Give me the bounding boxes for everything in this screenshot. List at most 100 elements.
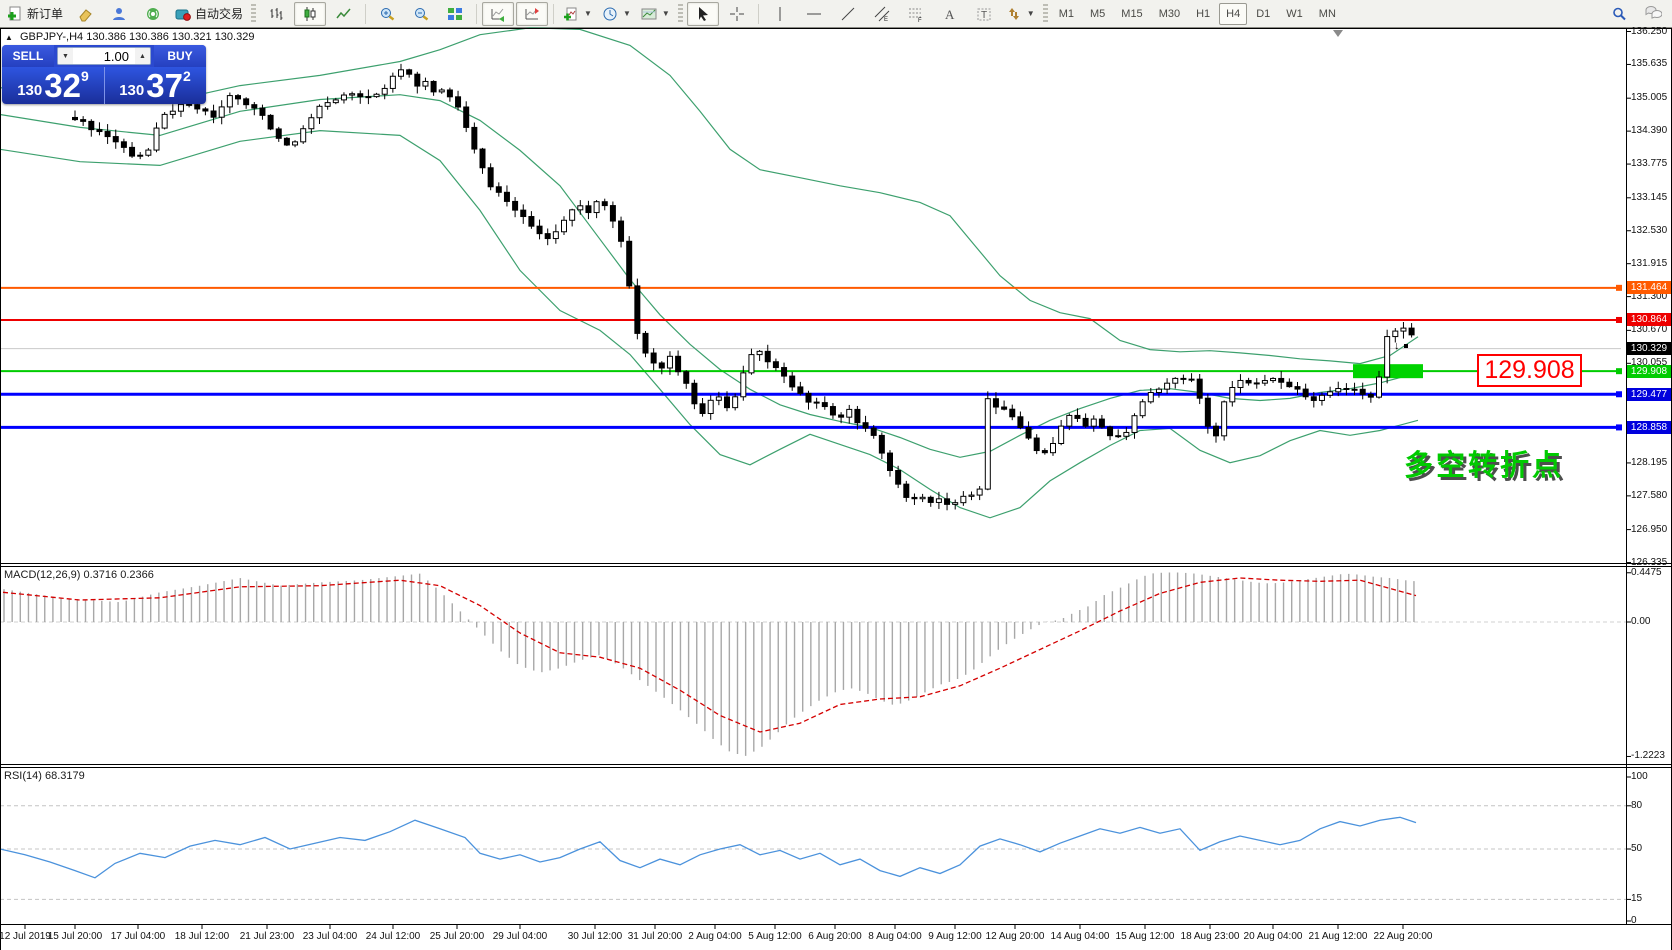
trendline-tool[interactable] (832, 2, 864, 26)
sell-price-point: 9 (80, 68, 89, 84)
arrows-tool[interactable]: ▼ (1002, 2, 1039, 26)
zoom-in-icon (381, 7, 395, 20)
timeframe-H1[interactable]: H1 (1196, 7, 1211, 20)
fibonacci-tool[interactable]: F (900, 2, 932, 26)
time-tick-label: 21 Jul 23:00 (239, 931, 295, 942)
timeframe-H4[interactable]: H4 (1219, 2, 1248, 25)
rsi-value: 68.3179 (44, 770, 85, 782)
tile-windows-button[interactable] (439, 2, 471, 26)
line-chart-icon (336, 8, 351, 18)
rsi-axis-label: 80 (1631, 799, 1643, 811)
auto-scroll-button[interactable] (482, 1, 515, 26)
search-icon (1613, 7, 1626, 20)
buy-price[interactable]: 130 37 2 (104, 67, 206, 104)
eraser-button[interactable] (69, 2, 101, 26)
macd-axis-label: -1.2223 (1631, 750, 1665, 762)
candlestick-icon (304, 6, 316, 21)
indicators-icon (564, 7, 577, 20)
label-icon: T (977, 8, 991, 21)
collapse-triangle-icon[interactable]: ▲ (5, 33, 13, 42)
time-tick-label: 15 Aug 12:00 (1115, 931, 1175, 942)
time-tick-label: 23 Jul 04:00 (302, 931, 358, 942)
profiles-button[interactable] (103, 2, 135, 26)
volume-control: ▼ ▲ (57, 47, 151, 65)
search-button[interactable] (1603, 2, 1635, 26)
sell-price[interactable]: 130 32 9 (2, 67, 104, 104)
volume-increase-button[interactable]: ▲ (135, 48, 150, 64)
dropdown-caret-icon: ▼ (584, 9, 592, 18)
main-price-chart[interactable] (0, 29, 1626, 563)
pane-separator[interactable] (0, 764, 1672, 765)
vertical-line-icon (779, 6, 781, 21)
auto-trading-button[interactable]: 自动交易 (171, 2, 247, 26)
turning-point-annotation[interactable]: 多空转折点 (1404, 450, 1565, 482)
clock-icon (603, 7, 617, 20)
text-icon: A (945, 7, 955, 22)
timeframe-M5[interactable]: M5 (1090, 7, 1106, 20)
time-tick-label: 8 Aug 04:00 (868, 931, 922, 942)
price-tick-label: 131.915 (1631, 257, 1668, 269)
price-tag: 130.329 (1627, 342, 1671, 356)
timeframe-M15[interactable]: M15 (1121, 7, 1143, 20)
dropdown-caret-icon: ▼ (661, 9, 670, 18)
horizontal-line-tool[interactable] (798, 2, 830, 26)
auto-trading-icon (175, 9, 191, 21)
toolbar-grip (1042, 3, 1048, 24)
chart-shift-button[interactable] (516, 1, 549, 26)
timeframe-MN[interactable]: MN (1318, 7, 1336, 20)
toolbar-separator (476, 3, 478, 24)
time-tick-label: 14 Aug 04:00 (1050, 931, 1110, 942)
cursor-button[interactable] (686, 1, 719, 26)
time-tick-label: 18 Aug 23:00 (1180, 931, 1240, 942)
volume-decrease-button[interactable]: ▼ (58, 48, 73, 64)
candlestick-chart-button[interactable] (294, 1, 327, 26)
pane-separator[interactable] (0, 563, 1672, 564)
line-chart-button[interactable] (328, 2, 360, 26)
price-tick-label: 127.580 (1631, 489, 1668, 501)
templates-button[interactable]: ▼ (637, 2, 674, 26)
pane-separator[interactable] (0, 767, 1672, 768)
timeframe-M1[interactable]: M1 (1058, 7, 1074, 20)
zoom-out-button[interactable] (405, 2, 437, 26)
new-order-label: 新订单 (27, 7, 64, 21)
price-tick-label: 135.635 (1631, 58, 1668, 70)
crosshair-button[interactable] (721, 2, 753, 26)
chat-button[interactable] (1637, 2, 1669, 26)
toolbar-separator (757, 3, 759, 24)
buy-price-point: 2 (182, 68, 191, 84)
volume-input[interactable] (73, 48, 135, 64)
trendline-icon (841, 7, 855, 20)
price-tick-label: 131.300 (1631, 290, 1668, 302)
rsi-axis-label: 15 (1631, 893, 1643, 905)
equidistant-channel-tool[interactable]: E (866, 2, 898, 26)
timeframe-M30[interactable]: M30 (1158, 7, 1181, 20)
vertical-line-tool[interactable] (764, 2, 796, 26)
indicators-button[interactable]: ▼ (559, 2, 596, 26)
timeframe-W1[interactable]: W1 (1286, 7, 1303, 20)
sell-button[interactable]: SELL (2, 45, 54, 67)
new-order-button[interactable]: 新订单 (3, 2, 67, 26)
toolbar-grip (251, 3, 257, 24)
panel-divider (104, 67, 105, 104)
buy-button[interactable]: BUY (154, 45, 206, 67)
macd-indicator-pane[interactable] (0, 567, 1626, 763)
rsi-indicator-pane[interactable] (0, 768, 1626, 923)
pane-separator[interactable] (0, 566, 1672, 567)
periods-button[interactable]: ▼ (598, 2, 635, 26)
toolbar: 新订单 自动交易 ▼ ▼ (0, 0, 1672, 28)
bar-chart-button[interactable] (260, 2, 292, 26)
macd-label: MACD(12,26,9) 0.3716 0.2366 (4, 569, 154, 581)
time-tick-label: 6 Aug 20:00 (808, 931, 862, 942)
price-annotation-box[interactable]: 129.908 (1477, 354, 1582, 387)
price-tick-label: 134.390 (1631, 125, 1668, 137)
time-tick-label: 31 Jul 20:00 (627, 931, 683, 942)
text-label-tool[interactable]: T (968, 2, 1000, 26)
timeframe-D1[interactable]: D1 (1256, 7, 1271, 20)
text-tool[interactable]: A (934, 2, 966, 26)
dropdown-caret-icon: ▼ (1026, 9, 1035, 18)
zoom-in-button[interactable] (371, 2, 403, 26)
auto-scroll-icon (491, 8, 505, 22)
price-tick-label: 135.005 (1631, 92, 1668, 104)
price-tick-label: 132.530 (1631, 224, 1668, 236)
signals-button[interactable] (137, 2, 169, 26)
